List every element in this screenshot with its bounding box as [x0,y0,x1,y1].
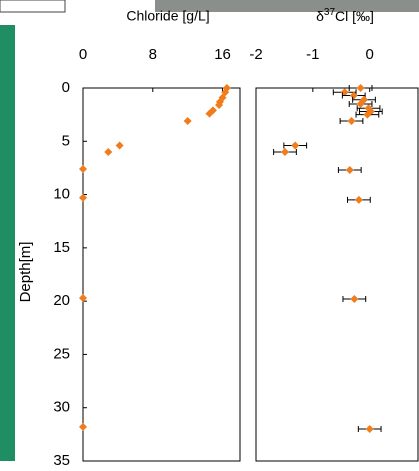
y-tick-label: 15 [53,239,70,256]
y-tick-label: 0 [62,79,70,96]
point [184,117,192,125]
title-part: Cl [‰] [335,8,374,24]
x-tick-label: -2 [249,46,262,63]
y-tick-label: 30 [53,399,70,416]
y-tick-label: 20 [53,292,70,309]
point [116,142,124,150]
point [355,196,363,204]
page: {"chart_data": [ {"type": "scatter", "xl… [0,0,419,471]
point [366,425,374,433]
x-axis-title: Chloride [g/L] [126,8,209,24]
x-tick-label: 0 [366,46,374,63]
y-tick-label: 25 [53,345,70,362]
x-tick-label: 8 [149,46,157,63]
title-sup: 37 [324,7,336,18]
point [350,295,358,303]
point [346,166,354,174]
plot-frame [256,88,418,461]
y-tick-label: 10 [53,186,70,203]
chart: Chloride [g/L] δ37Cl [‰] Depth[m] 0 8 16 0 5… [0,0,419,471]
x-tick-label: 0 [79,46,87,63]
x-tick-label: 16 [214,46,231,63]
decor-stripe [0,25,15,461]
point [291,142,299,150]
point [281,148,289,156]
point [79,423,87,431]
y-axis-title: Depth[m] [17,242,34,303]
point [347,117,355,125]
decor-box [0,0,65,12]
point [104,148,112,156]
x-tick-label: -1 [306,46,319,63]
plot-frame [83,88,240,461]
y-tick-label: 35 [53,452,70,469]
point [79,165,87,173]
y-tick-label: 5 [62,132,70,149]
point [357,84,365,92]
x-axis-title: δ37Cl [‰] [316,7,374,24]
title-part: δ [316,8,324,24]
